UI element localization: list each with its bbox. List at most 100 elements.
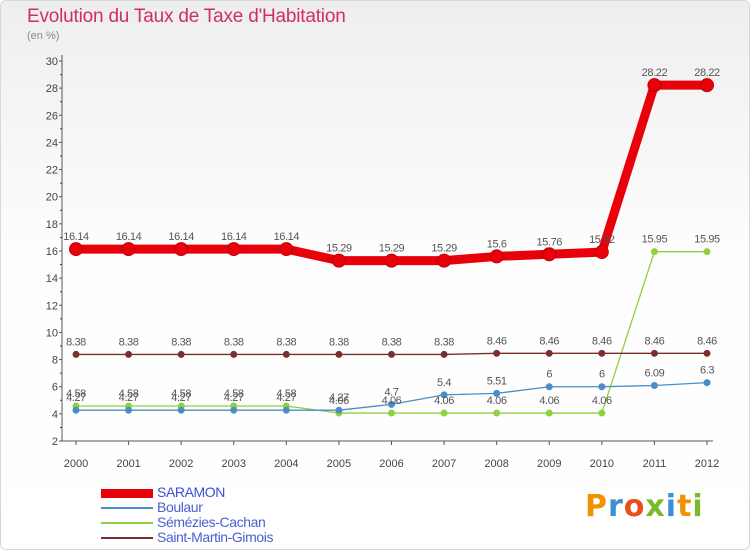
data-label: 4.06	[382, 395, 402, 407]
y-tick-label: 28	[46, 83, 58, 95]
series-point	[174, 242, 189, 257]
logo-letter: x	[645, 489, 666, 524]
data-label: 5.4	[437, 377, 451, 389]
data-label: 4.58	[171, 388, 191, 400]
data-label: 8.38	[329, 336, 349, 348]
series-point	[598, 349, 606, 357]
series-point	[594, 245, 609, 260]
x-tick-label: 2006	[379, 458, 403, 470]
series-point	[388, 409, 395, 417]
legend-label: Sémézies-Cachan	[157, 514, 266, 530]
series-point	[489, 249, 504, 264]
data-label: 16.14	[63, 231, 89, 243]
series-point	[388, 400, 395, 408]
data-label: 8.46	[592, 335, 612, 347]
series-point	[331, 253, 346, 268]
data-label: 4.58	[119, 388, 139, 400]
data-label: 8.46	[697, 335, 717, 347]
x-tick-label: 2011	[643, 458, 667, 470]
data-label: 4.06	[434, 395, 454, 407]
series-point	[335, 350, 343, 358]
series-point	[650, 381, 658, 389]
data-label: 8.38	[119, 336, 139, 348]
y-tick-label: 10	[46, 327, 58, 339]
data-label: 4.06	[487, 395, 507, 407]
legend-swatch	[101, 488, 153, 498]
x-tick-label: 2002	[169, 458, 193, 470]
series-point	[230, 350, 238, 358]
chart-unit: (en %)	[27, 30, 60, 42]
series-point	[598, 409, 606, 417]
proxiti-logo: Proxiti	[585, 489, 704, 524]
data-label: 4.58	[66, 388, 86, 400]
data-label: 6	[599, 369, 605, 381]
data-label: 8.38	[66, 336, 86, 348]
legend-swatch	[101, 537, 153, 539]
data-label: 4.27	[329, 392, 349, 404]
data-label: 4.27	[119, 392, 139, 404]
series-point	[226, 242, 241, 257]
y-tick-label: 14	[46, 273, 58, 285]
series-point	[388, 350, 395, 358]
series-point	[650, 248, 658, 256]
data-label: 8.38	[276, 336, 296, 348]
x-tick-label: 2008	[484, 458, 508, 470]
data-label: 15.95	[694, 234, 720, 246]
series-point	[493, 349, 501, 357]
series-point	[230, 406, 238, 414]
data-label: 4.27	[171, 392, 191, 404]
logo-letter: r	[608, 489, 624, 524]
y-tick-label: 4	[52, 409, 58, 421]
series-point	[493, 389, 501, 397]
x-tick-label: 2005	[327, 458, 351, 470]
data-label: 28.22	[694, 67, 720, 79]
series-point	[542, 247, 557, 262]
x-tick-label: 2009	[537, 458, 561, 470]
series-point	[703, 379, 711, 387]
series-point	[72, 350, 80, 358]
data-label: 8.38	[171, 336, 191, 348]
series-point	[282, 350, 290, 358]
y-tick-label: 8	[52, 355, 58, 367]
series-point	[279, 242, 294, 257]
series-point	[177, 406, 185, 414]
data-label: 6.3	[700, 365, 714, 377]
data-label: 15.29	[326, 243, 352, 255]
legend-swatch	[101, 522, 153, 524]
data-label: 4.7	[384, 386, 398, 398]
data-label: 16.14	[116, 231, 142, 243]
series-point	[282, 406, 290, 414]
data-label: 8.38	[224, 336, 244, 348]
legend-label: Boulaur	[157, 499, 203, 515]
series-point	[72, 406, 80, 414]
x-tick-label: 2003	[222, 458, 246, 470]
data-label: 5.51	[487, 375, 507, 387]
y-tick-label: 20	[46, 192, 58, 204]
y-tick-label: 18	[46, 219, 58, 231]
data-label: 15.6	[487, 238, 507, 250]
data-label: 8.46	[539, 335, 559, 347]
series-point	[493, 409, 501, 417]
x-tick-label: 2007	[432, 458, 456, 470]
logo-letter: P	[585, 489, 608, 524]
series-point	[125, 350, 133, 358]
data-label: 4.27	[224, 392, 244, 404]
data-label: 4.06	[592, 395, 612, 407]
series-point	[545, 383, 553, 391]
series-point	[700, 78, 714, 93]
data-label: 16.14	[221, 231, 247, 243]
series-point	[650, 349, 658, 357]
series-point	[440, 350, 448, 358]
data-label: 15.76	[536, 236, 562, 248]
series-point	[545, 409, 553, 417]
series-point	[177, 350, 185, 358]
series-point	[69, 242, 83, 257]
y-tick-label: 12	[46, 300, 58, 312]
x-tick-label: 2000	[64, 458, 88, 470]
data-label: 15.92	[589, 234, 615, 246]
series-point	[598, 383, 606, 391]
chart-title: Evolution du Taux de Taxe d'Habitation	[27, 6, 346, 27]
legend-swatch	[101, 507, 153, 509]
